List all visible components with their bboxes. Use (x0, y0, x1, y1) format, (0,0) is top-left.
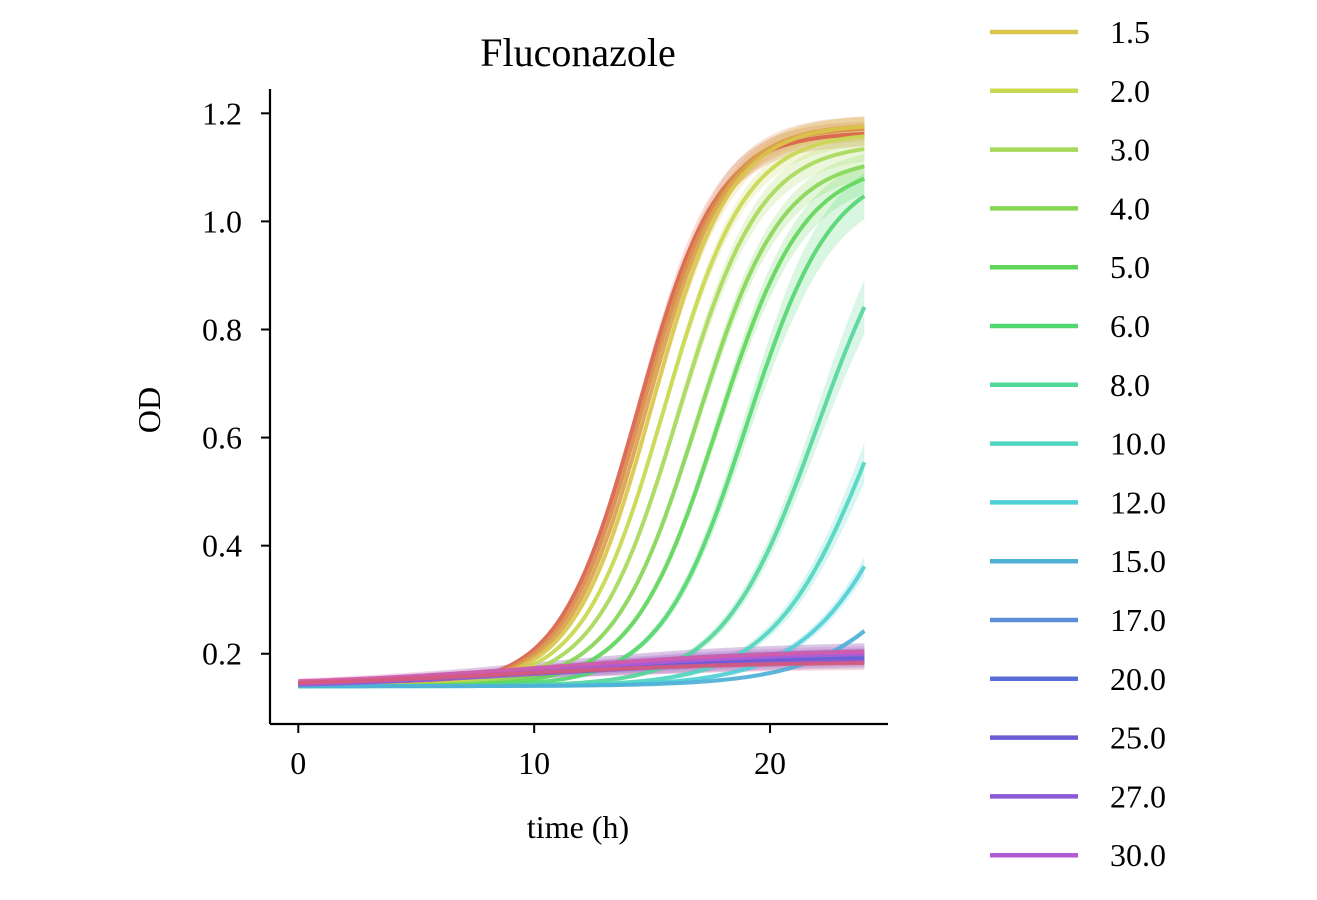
series-line-19 (298, 661, 865, 685)
legend-label: 12.0 (1110, 484, 1166, 520)
series-band-7 (298, 163, 865, 688)
legend-label: 20.0 (1110, 661, 1166, 697)
axes (268, 89, 888, 726)
legend-label: 8.0 (1110, 367, 1150, 403)
y-tick-label: 1.0 (202, 203, 242, 239)
legend-label: 15.0 (1110, 543, 1166, 579)
series-line-12 (298, 629, 866, 689)
legend-label: 4.0 (1110, 190, 1150, 226)
series-band-3 (298, 116, 865, 688)
legend-label: 6.0 (1110, 308, 1150, 344)
y-axis-label: OD (131, 387, 167, 433)
legend-label: 17.0 (1110, 602, 1166, 638)
legend-label: 2.0 (1110, 73, 1150, 109)
legend: 1.5 2.0 3.0 4.0 5.0 6.0 8.0 10.0 12.0 15.0 17.0 20.… (990, 14, 1166, 873)
y-tick-label: 0.4 (202, 528, 242, 564)
x-axis-label: time (h) (527, 809, 629, 845)
legend-label: 25.0 (1110, 720, 1166, 756)
y-tick-label: 0.8 (202, 311, 242, 347)
y-tick-label: 1.2 (202, 95, 242, 131)
y-tick-label: 0.6 (202, 420, 242, 456)
chart-title: Fluconazole (480, 30, 676, 75)
x-tick-label: 10 (518, 745, 550, 781)
series-line-18 (298, 649, 865, 684)
y-tick-label: 0.2 (202, 636, 242, 672)
y-ticks: 0.2 0.4 0.6 0.8 1.0 1.2 (202, 95, 270, 672)
x-tick-label: 20 (754, 745, 786, 781)
legend-label: 27.0 (1110, 778, 1166, 814)
x-ticks: 0 10 20 (290, 724, 786, 781)
legend-label: 1.5 (1110, 14, 1150, 50)
legend-label: 5.0 (1110, 249, 1150, 285)
x-tick-label: 0 (290, 745, 306, 781)
series-lines (298, 124, 867, 689)
series-line-9 (298, 306, 867, 689)
legend-label: 30.0 (1110, 837, 1166, 873)
legend-label: 10.0 (1110, 426, 1166, 462)
series-band-5 (298, 136, 865, 688)
legend-label: 3.0 (1110, 132, 1150, 168)
confidence-bands (298, 116, 865, 688)
